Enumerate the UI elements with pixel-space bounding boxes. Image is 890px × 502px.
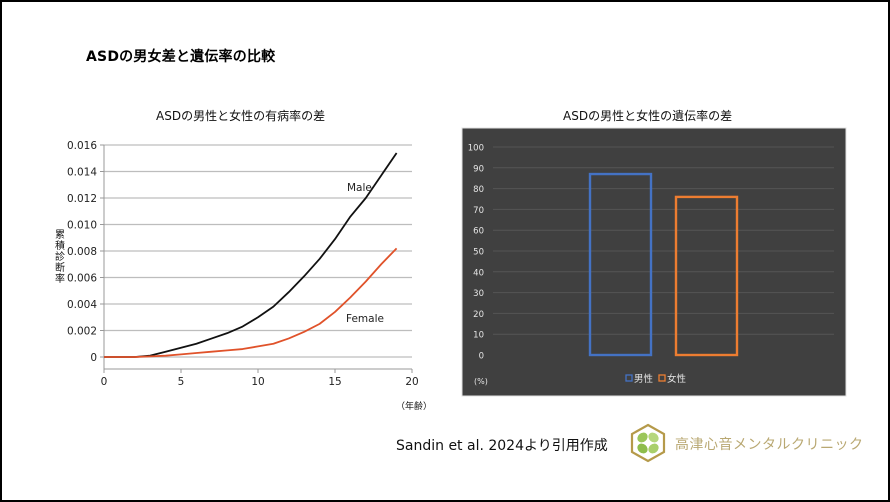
female-series-label: Female xyxy=(346,313,384,325)
bar-y-tick-label: 10 xyxy=(473,331,484,341)
male-line xyxy=(104,152,398,358)
bar-y-tick-label: 80 xyxy=(473,185,484,195)
left-chart-grid: 0 0.002 0.004 0.006 0.008 0.010 0.012 0.014 0.01… xyxy=(67,140,419,388)
bar-y-tick-label: 70 xyxy=(473,206,484,216)
y-tick-label: 0.008 xyxy=(67,246,97,258)
y-tick-label: 0.012 xyxy=(67,193,97,205)
female-bar xyxy=(674,195,739,357)
legend-male-label: 男性 xyxy=(634,373,654,385)
clinic-name: 高津心音メンタルクリニック xyxy=(675,437,864,453)
y-tick-label: 0.016 xyxy=(67,140,97,152)
left-chart-title: ASDの男性と女性の有病率の差 xyxy=(156,109,326,123)
x-tick-label: 0 xyxy=(101,376,108,388)
y-tick-label: 0.004 xyxy=(67,299,97,311)
legend-male-swatch xyxy=(625,374,633,382)
right-chart-title: ASDの男性と女性の遺伝率の差 xyxy=(563,109,733,123)
bar-y-tick-label: 30 xyxy=(473,289,484,299)
bar-y-tick-label: 90 xyxy=(473,164,484,174)
bar-unit-label: (%) xyxy=(474,377,488,386)
y-tick-label: 0.010 xyxy=(67,220,97,232)
x-tick-label: 10 xyxy=(251,376,264,388)
bar-y-tick-label: 60 xyxy=(473,227,484,237)
citation-text: Sandin et al. 2024より引用作成 xyxy=(396,438,608,454)
y-tick-label: 0.014 xyxy=(67,167,97,179)
y-tick-label: 0 xyxy=(90,352,97,364)
left-x-axis-unit: （年齢） xyxy=(396,402,433,412)
page-title: ASDの男女差と遺伝率の比較 xyxy=(86,49,276,65)
hexagon-clover-logo-icon xyxy=(630,423,666,463)
x-tick-label: 20 xyxy=(405,376,418,388)
x-tick-label: 5 xyxy=(178,376,185,388)
male-series-label: Male xyxy=(347,182,372,194)
legend-female-label: 女性 xyxy=(667,373,687,385)
bar-y-tick-label: 0 xyxy=(479,352,484,362)
x-tick-label: 15 xyxy=(328,376,341,388)
y-tick-label: 0.006 xyxy=(67,273,97,285)
bar-y-tick-label: 20 xyxy=(473,310,484,320)
bar-chart-panel xyxy=(461,127,847,397)
bar-y-tick-label: 100 xyxy=(468,144,484,154)
bar-y-tick-label: 40 xyxy=(473,268,484,278)
legend-female-swatch xyxy=(658,374,666,382)
female-line xyxy=(104,247,398,358)
bar-y-tick-label: 50 xyxy=(473,248,484,258)
y-tick-label: 0.002 xyxy=(67,326,97,338)
left-y-axis-label: 累積診断率 xyxy=(55,230,65,285)
male-bar xyxy=(588,172,653,357)
